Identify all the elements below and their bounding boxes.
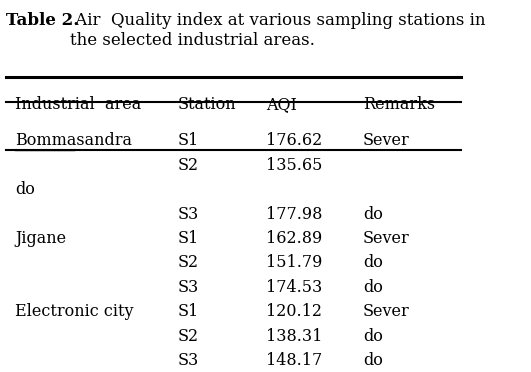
Text: Electronic city: Electronic city xyxy=(15,303,134,320)
Text: S2: S2 xyxy=(177,157,199,174)
Text: S2: S2 xyxy=(177,328,199,344)
Text: 138.31: 138.31 xyxy=(266,328,322,344)
Text: 162.89: 162.89 xyxy=(266,230,322,247)
Text: do: do xyxy=(15,181,35,198)
Text: do: do xyxy=(363,328,383,344)
Text: 120.12: 120.12 xyxy=(266,303,322,320)
Text: 148.17: 148.17 xyxy=(266,352,322,369)
Text: 151.79: 151.79 xyxy=(266,254,322,271)
Text: S3: S3 xyxy=(177,279,199,296)
Text: 176.62: 176.62 xyxy=(266,132,322,149)
Text: Sever: Sever xyxy=(363,132,410,149)
Text: Bommasandra: Bommasandra xyxy=(15,132,132,149)
Text: 177.98: 177.98 xyxy=(266,206,322,222)
Text: 174.53: 174.53 xyxy=(266,279,322,296)
Text: Air  Quality index at various sampling stations in
the selected industrial areas: Air Quality index at various sampling st… xyxy=(70,12,485,49)
Text: Industrial  area: Industrial area xyxy=(15,96,142,113)
Text: Jigane: Jigane xyxy=(15,230,66,247)
Text: S1: S1 xyxy=(177,230,199,247)
Text: Sever: Sever xyxy=(363,230,410,247)
Text: do: do xyxy=(363,352,383,369)
Text: S3: S3 xyxy=(177,352,199,369)
Text: Remarks: Remarks xyxy=(363,96,435,113)
Text: S3: S3 xyxy=(177,206,199,222)
Text: AQI: AQI xyxy=(266,96,297,113)
Text: Sever: Sever xyxy=(363,303,410,320)
Text: do: do xyxy=(363,279,383,296)
Text: S1: S1 xyxy=(177,303,199,320)
Text: do: do xyxy=(363,206,383,222)
Text: S1: S1 xyxy=(177,132,199,149)
Text: do: do xyxy=(363,254,383,271)
Text: 135.65: 135.65 xyxy=(266,157,322,174)
Text: Station: Station xyxy=(177,96,236,113)
Text: Table 2.: Table 2. xyxy=(6,12,79,29)
Text: S2: S2 xyxy=(177,254,199,271)
